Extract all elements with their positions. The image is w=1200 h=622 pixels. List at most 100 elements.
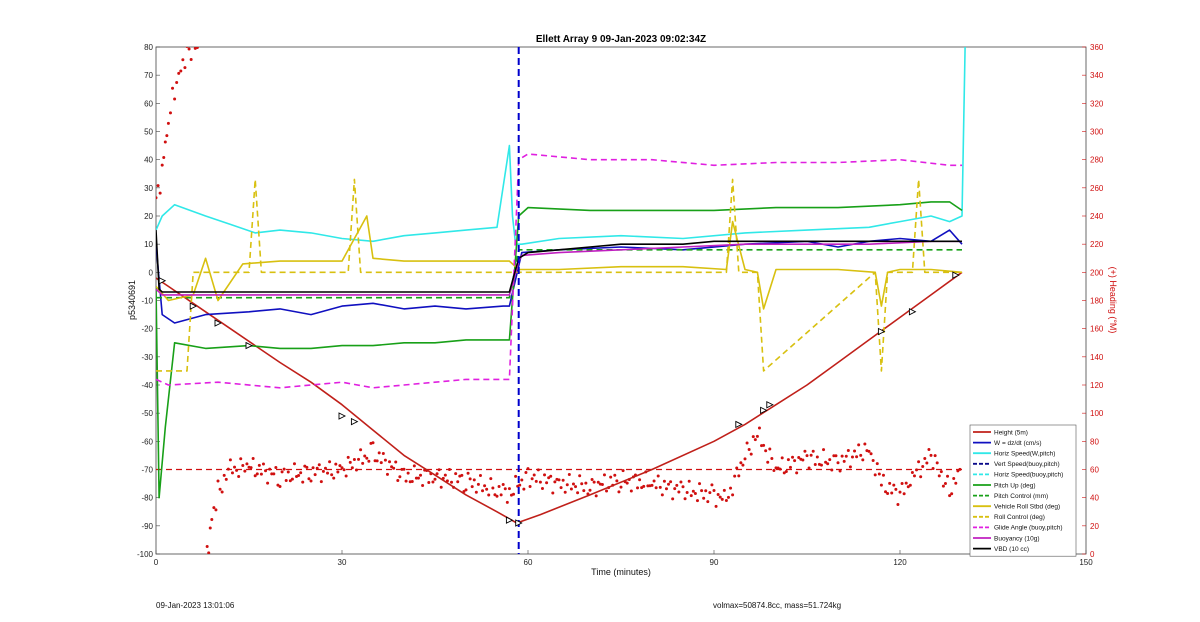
heading-point xyxy=(224,477,228,481)
series-line-5 xyxy=(156,201,963,499)
heading-point xyxy=(875,462,879,466)
legend-entry: W = dz/dt (cm/s) xyxy=(994,440,1042,447)
y-tick-label: -70 xyxy=(141,466,153,475)
heading-point xyxy=(447,468,451,472)
heading-point xyxy=(375,459,379,463)
heading-point xyxy=(344,474,348,478)
heading-point xyxy=(679,480,683,484)
heading-point xyxy=(718,495,722,499)
heading-point xyxy=(171,86,175,90)
heading-point xyxy=(712,489,716,493)
heading-point xyxy=(735,466,739,470)
heading-point xyxy=(840,454,844,458)
heading-point xyxy=(569,487,573,491)
heading-point xyxy=(205,545,209,549)
y-tick-label: -60 xyxy=(141,437,153,446)
heading-point xyxy=(350,466,354,470)
heading-point xyxy=(890,491,894,495)
heading-point xyxy=(214,508,218,512)
heading-point xyxy=(315,466,319,470)
heading-point xyxy=(642,484,646,488)
y-tick-label: 50 xyxy=(144,128,153,137)
heading-point xyxy=(497,484,501,488)
heading-point xyxy=(301,480,305,484)
heading-point xyxy=(915,468,919,472)
plot-area xyxy=(156,47,966,560)
height-marker xyxy=(338,412,347,420)
heading-point xyxy=(910,470,914,474)
heading-point xyxy=(677,490,681,494)
heading-point xyxy=(702,496,706,500)
heading-point xyxy=(613,473,617,477)
heading-point xyxy=(551,491,555,495)
heading-point xyxy=(855,455,859,459)
series-line-11 xyxy=(156,230,962,293)
series-line-9 xyxy=(156,153,962,389)
heading-point xyxy=(543,473,547,477)
heading-point xyxy=(245,462,249,466)
y2-tick-label: 0 xyxy=(1090,550,1095,559)
heading-point xyxy=(435,472,439,476)
legend-entry: Vert Speed(buoy,pitch) xyxy=(994,461,1060,468)
heading-point xyxy=(743,457,747,461)
heading-point xyxy=(921,465,925,469)
heading-point xyxy=(894,487,898,491)
x-tick-label: 90 xyxy=(710,558,719,567)
heading-point xyxy=(243,469,247,473)
heading-point xyxy=(181,58,185,62)
y2-tick-label: 200 xyxy=(1090,268,1104,277)
heading-point xyxy=(892,483,896,487)
heading-point xyxy=(662,479,666,483)
heading-point xyxy=(886,492,890,496)
heading-point xyxy=(826,462,830,466)
heading-point xyxy=(625,481,629,485)
heading-point xyxy=(741,463,745,467)
heading-point xyxy=(801,458,805,462)
heading-point xyxy=(706,500,710,504)
heading-point xyxy=(803,449,807,453)
heading-point xyxy=(917,460,921,464)
heading-point xyxy=(259,472,263,476)
heading-point xyxy=(439,485,443,489)
heading-point xyxy=(534,479,538,483)
legend-entry: Roll Control (deg) xyxy=(994,514,1045,521)
heading-point xyxy=(580,482,584,486)
heading-point xyxy=(809,453,813,457)
heading-point xyxy=(392,466,396,470)
heading-point xyxy=(319,480,323,484)
heading-point xyxy=(416,476,420,480)
heading-point xyxy=(925,461,929,465)
heading-point xyxy=(237,474,241,478)
heading-point xyxy=(846,448,850,452)
heading-point xyxy=(658,485,662,489)
heading-point xyxy=(757,426,761,430)
heading-point xyxy=(431,480,435,484)
heading-point xyxy=(819,463,823,467)
heading-point xyxy=(660,493,664,497)
heading-point xyxy=(884,490,888,494)
heading-point xyxy=(286,470,290,474)
heading-point xyxy=(952,477,956,481)
heading-point xyxy=(204,557,207,560)
heading-point xyxy=(739,461,743,465)
heading-point xyxy=(326,471,330,475)
heading-point xyxy=(943,481,947,485)
heading-point xyxy=(656,474,660,478)
heading-point xyxy=(266,481,270,485)
heading-point xyxy=(443,473,447,477)
heading-point xyxy=(427,481,431,485)
heading-point xyxy=(602,473,606,477)
heading-point xyxy=(274,466,278,470)
heading-point xyxy=(553,480,557,484)
heading-point xyxy=(381,452,385,456)
heading-point xyxy=(396,479,400,483)
heading-point xyxy=(621,469,625,473)
heading-point xyxy=(600,483,604,487)
heading-point xyxy=(338,464,342,468)
heading-point xyxy=(284,478,288,482)
y2-tick-label: 260 xyxy=(1090,184,1104,193)
heading-point xyxy=(871,458,875,462)
heading-point xyxy=(177,71,181,75)
heading-point xyxy=(233,465,237,469)
heading-point xyxy=(354,468,358,472)
